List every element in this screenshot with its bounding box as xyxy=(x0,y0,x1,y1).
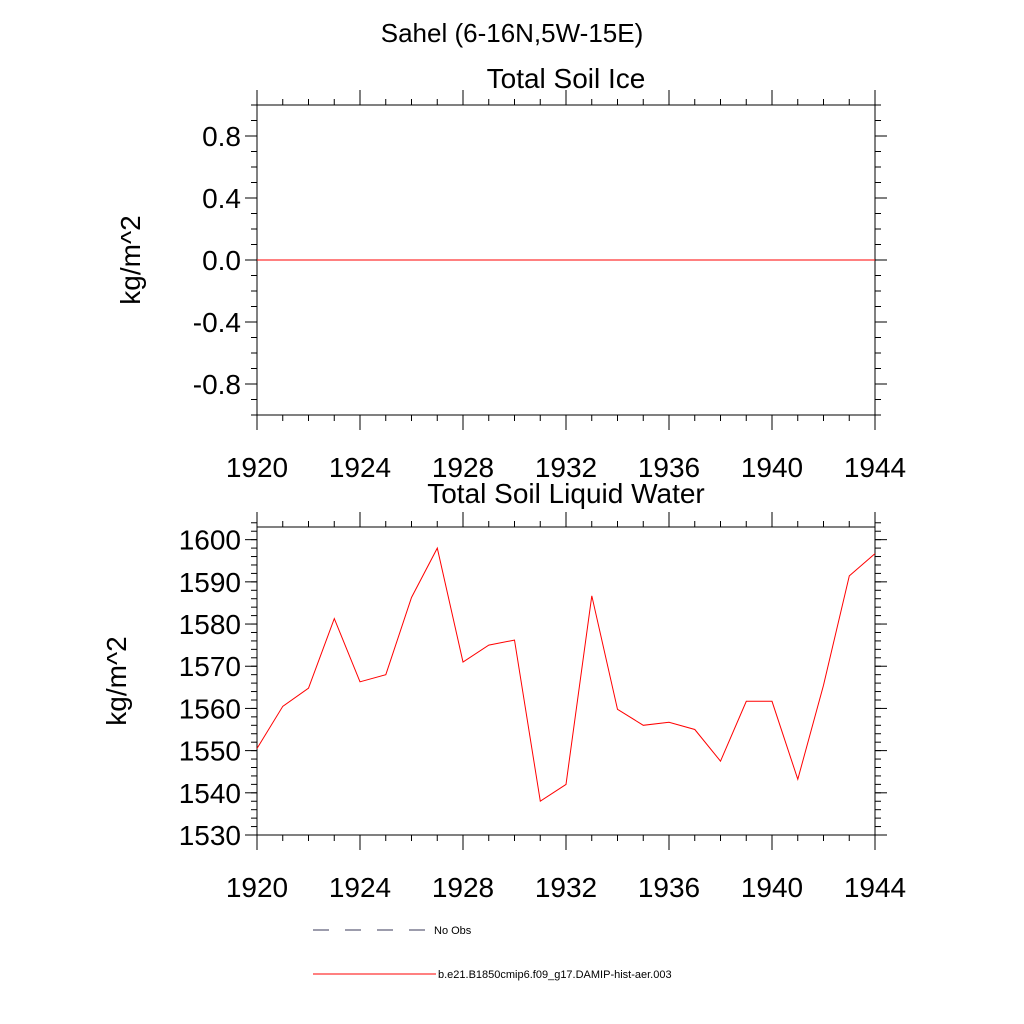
y-tick-label: 0.4 xyxy=(202,183,241,214)
chart-title: Total Soil Ice xyxy=(487,63,646,94)
x-tick-label: 1940 xyxy=(741,872,803,903)
y-axis-label: kg/m^2 xyxy=(115,215,146,304)
series-line xyxy=(256,546,876,803)
y-tick-label: -0.8 xyxy=(193,369,241,400)
x-tick-label: 1928 xyxy=(432,872,494,903)
y-tick-label: 1540 xyxy=(179,778,241,809)
y-tick-label: 1590 xyxy=(179,567,241,598)
legend-obs-label: No Obs xyxy=(434,925,472,937)
plot-frame xyxy=(256,526,876,836)
chart-title: Total Soil Liquid Water xyxy=(427,478,705,509)
y-tick-label: 1600 xyxy=(179,525,241,556)
x-tick-label: 1920 xyxy=(226,872,288,903)
x-tick-label: 1924 xyxy=(329,452,391,483)
x-tick-label: 1944 xyxy=(844,452,906,483)
x-tick-label: 1944 xyxy=(844,872,906,903)
page-title: Sahel (6-16N,5W-15E) xyxy=(381,18,644,48)
x-tick-label: 1920 xyxy=(226,452,288,483)
y-tick-label: 1580 xyxy=(179,609,241,640)
y-tick-label: 0.8 xyxy=(202,121,241,152)
x-tick-label: 1932 xyxy=(535,452,597,483)
x-tick-label: 1936 xyxy=(638,872,700,903)
x-tick-label: 1940 xyxy=(741,452,803,483)
panel-total-soil-ice: Total Soil Ice kg/m^2 -0.8 -0.4 0.0 0.4 0.8 192… xyxy=(115,63,906,483)
x-tick-label: 1932 xyxy=(535,872,597,903)
y-axis-label: kg/m^2 xyxy=(101,636,132,725)
x-tick-label: 1928 xyxy=(432,452,494,483)
legend: No Obs b.e21.B1850cmip6.f09_g17.DAMIP-hi… xyxy=(313,925,672,981)
y-tick-label: 1530 xyxy=(179,820,241,851)
y-tick-label: 1570 xyxy=(179,651,241,682)
y-tick-label: 0.0 xyxy=(202,245,241,276)
y-tick-label: -0.4 xyxy=(193,307,241,338)
x-tick-label: 1924 xyxy=(329,872,391,903)
panel-total-soil-liquid-water: Total Soil Liquid Water kg/m^2 1530 1540 155… xyxy=(101,478,906,903)
legend-model-label: b.e21.B1850cmip6.f09_g17.DAMIP-hist-aer.… xyxy=(438,969,672,981)
x-tick-label: 1936 xyxy=(638,452,700,483)
y-tick-label: 1560 xyxy=(179,693,241,724)
y-tick-label: 1550 xyxy=(179,736,241,767)
